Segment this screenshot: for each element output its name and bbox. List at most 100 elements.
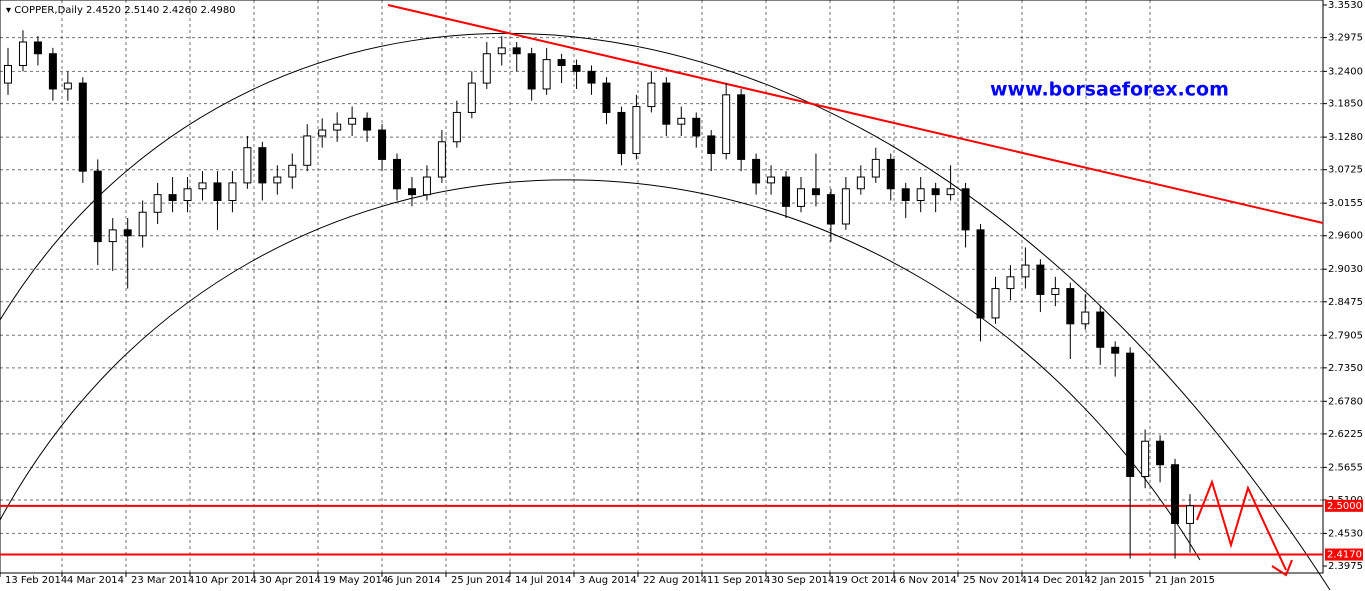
y-tick-label: 2.6780 — [1328, 396, 1363, 407]
candle-body — [542, 59, 551, 90]
level-label-box — [1325, 548, 1363, 561]
candle-body — [4, 64, 12, 84]
candle-body — [93, 170, 102, 243]
candle-body — [482, 53, 491, 84]
candle-body — [1021, 264, 1030, 278]
candle-body — [677, 117, 686, 125]
candle-body — [422, 176, 431, 196]
x-tick-label: 13 Feb 2014 — [5, 575, 67, 586]
candle-body — [991, 288, 1000, 319]
candle-body — [198, 182, 207, 190]
x-tick-label: 22 Aug 2014 — [643, 575, 707, 586]
x-tick-label: 30 Sep 2014 — [771, 575, 834, 586]
candle-body — [796, 188, 805, 207]
forecast-arrowhead — [1271, 559, 1293, 577]
y-tick-label: 3.0725 — [1328, 165, 1363, 176]
x-tick-label: 4 Mar 2014 — [67, 575, 124, 586]
candle-body — [303, 135, 312, 166]
candle-body — [886, 158, 895, 190]
y-tick-label: 3.2400 — [1328, 66, 1363, 77]
x-tick-label: 14 Dec 2014 — [1027, 575, 1091, 586]
level-label: 2.4170 — [1327, 550, 1362, 561]
candle-body — [632, 106, 641, 155]
candle-body — [916, 188, 925, 202]
candle-body — [841, 188, 850, 225]
candle-body — [856, 176, 865, 190]
x-tick-label: 6 Nov 2014 — [899, 575, 957, 586]
candle-body — [273, 176, 282, 184]
y-tick-label: 2.3975 — [1328, 561, 1363, 572]
lower-arc — [0, 179, 1201, 561]
x-tick-label: 2 Jan 2015 — [1091, 575, 1145, 586]
candle-body — [393, 158, 402, 190]
x-tick-label: 11 Sep 2014 — [707, 575, 770, 586]
candle-body — [722, 94, 731, 155]
y-tick-label: 2.7905 — [1328, 330, 1363, 341]
candle-body — [871, 158, 880, 178]
candle-body — [707, 135, 716, 155]
candles — [0, 30, 1323, 559]
candle-body — [153, 194, 162, 213]
level-label: 2.5000 — [1327, 501, 1362, 512]
candle-body — [1081, 311, 1090, 325]
candle-body — [348, 117, 357, 125]
candle-body — [587, 70, 596, 84]
info-text: COPPER,Daily 2.4520 2.5140 2.4260 2.4980 — [14, 5, 235, 16]
candle-body — [1171, 464, 1180, 524]
candle-body — [467, 82, 476, 113]
candle-body — [946, 188, 955, 196]
candle-body — [976, 229, 985, 319]
y-tick-label: 2.8475 — [1328, 297, 1363, 308]
candle-body — [168, 194, 177, 202]
candle-body — [752, 158, 761, 184]
y-tick-label: 2.6225 — [1328, 429, 1363, 440]
candle-body — [1111, 346, 1120, 354]
candle-body — [647, 82, 656, 108]
candle-body — [572, 64, 581, 72]
x-tick-label: 10 Apr 2014 — [195, 575, 257, 586]
candle-body — [512, 47, 521, 55]
forecast-zigzag — [1196, 478, 1287, 571]
x-tick-label: 25 Jun 2014 — [451, 575, 511, 586]
y-tick-label: 3.2975 — [1328, 33, 1363, 44]
candle-body — [692, 117, 701, 137]
candle-body — [811, 188, 820, 196]
candle-body — [452, 111, 461, 143]
y-tick-label: 3.1850 — [1328, 99, 1363, 110]
candle-body — [258, 147, 267, 184]
candle-body — [961, 188, 970, 231]
x-tick-label: 6 Jun 2014 — [387, 575, 441, 586]
chart-info: ▾ COPPER,Daily 2.4520 2.5140 2.4260 2.49… — [6, 5, 236, 16]
y-tick-label: 2.9600 — [1328, 231, 1363, 242]
candle-body — [48, 53, 57, 90]
x-tick-label: 21 Jan 2015 — [1155, 575, 1215, 586]
candle-body — [557, 59, 566, 66]
candle-body — [78, 82, 87, 172]
candle-body — [1051, 288, 1060, 295]
candle-body — [407, 188, 416, 196]
x-tick-label: 25 Nov 2014 — [963, 575, 1027, 586]
candle-body — [527, 53, 536, 90]
y-tick-label: 2.9030 — [1328, 264, 1363, 275]
candle-body — [662, 82, 671, 125]
candle-body — [243, 147, 252, 184]
x-tick-label: 23 Mar 2014 — [131, 575, 194, 586]
candle-body — [33, 41, 42, 55]
x-tick-label: 19 May 2014 — [323, 575, 388, 586]
candle-body — [1156, 440, 1165, 466]
candle-body — [378, 129, 387, 160]
y-tick-label: 3.1280 — [1328, 132, 1363, 143]
y-tick-label: 2.5655 — [1328, 462, 1363, 473]
candle-body — [363, 117, 372, 131]
candle-body — [1186, 505, 1194, 524]
upper-arc — [0, 32, 1331, 591]
candle-body — [1096, 311, 1105, 348]
candle-body — [437, 141, 446, 178]
candle-body — [318, 129, 327, 137]
trend-line — [387, 4, 1324, 224]
candle-body — [1036, 264, 1045, 295]
candle-body — [213, 182, 222, 202]
x-tick-label: 19 Oct 2014 — [835, 575, 897, 586]
candle-body — [1126, 352, 1135, 477]
